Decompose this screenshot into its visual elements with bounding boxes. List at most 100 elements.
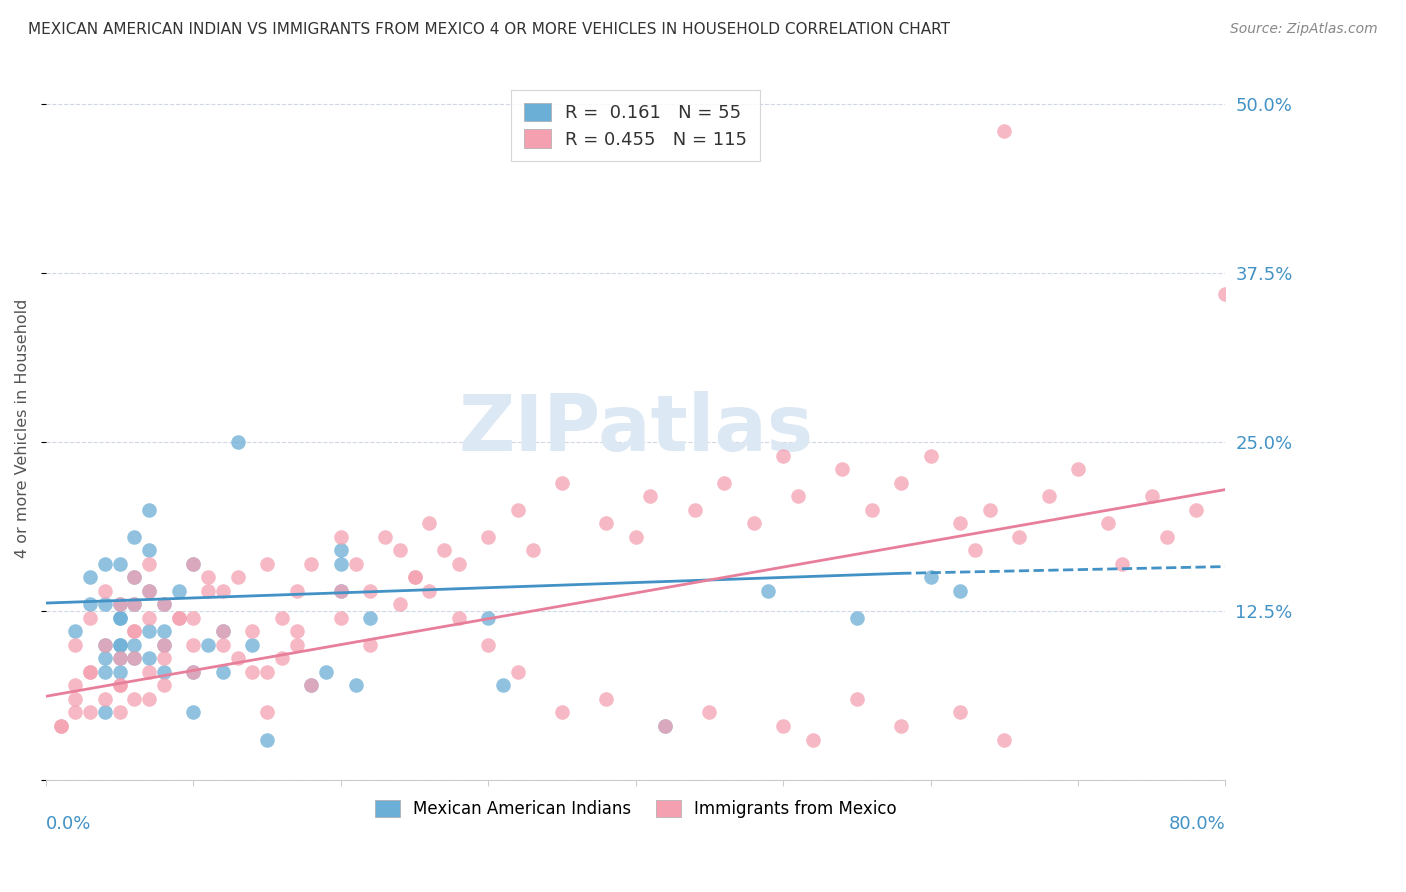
Point (831, 462, 853, 476)
Point (153, 678, 176, 692)
Point (226, 651, 249, 665)
Text: 80.0%: 80.0% (1168, 815, 1226, 833)
Point (79, 665, 101, 679)
Point (183, 665, 205, 679)
Point (522, 543, 544, 558)
Point (167, 583, 190, 598)
Point (242, 665, 264, 679)
Point (787, 489, 810, 503)
Point (49, 719, 72, 733)
Point (1008, 530, 1031, 544)
Point (699, 706, 721, 720)
Point (388, 598, 411, 612)
Point (124, 598, 146, 612)
Point (1140, 489, 1163, 503)
Point (344, 557, 367, 571)
Point (108, 638, 131, 652)
Point (299, 678, 322, 692)
Point (212, 638, 235, 652)
Point (344, 678, 367, 692)
Point (256, 665, 278, 679)
Point (94, 557, 117, 571)
Point (108, 557, 131, 571)
Point (418, 516, 440, 531)
Point (108, 611, 131, 625)
Point (108, 638, 131, 652)
Point (153, 651, 176, 665)
Point (138, 557, 160, 571)
Point (256, 557, 278, 571)
Point (65, 678, 87, 692)
Point (94, 665, 117, 679)
Point (138, 583, 160, 598)
Point (920, 449, 942, 463)
Point (183, 557, 205, 571)
Point (79, 570, 101, 584)
Point (124, 651, 146, 665)
Point (138, 624, 160, 639)
Point (492, 678, 515, 692)
Point (124, 651, 146, 665)
Point (359, 638, 381, 652)
Point (153, 638, 176, 652)
Point (329, 583, 352, 598)
Point (183, 611, 205, 625)
Point (315, 665, 337, 679)
Point (212, 583, 235, 598)
Point (1156, 530, 1178, 544)
Point (65, 692, 87, 706)
Point (79, 665, 101, 679)
Point (138, 611, 160, 625)
Point (359, 611, 381, 625)
Point (477, 638, 499, 652)
Point (506, 665, 529, 679)
Point (94, 598, 117, 612)
Point (551, 475, 574, 490)
Point (94, 692, 117, 706)
Point (94, 651, 117, 665)
Point (124, 530, 146, 544)
Point (404, 570, 426, 584)
Point (404, 570, 426, 584)
Point (167, 611, 190, 625)
Point (94, 638, 117, 652)
Point (993, 732, 1015, 747)
Point (108, 611, 131, 625)
Point (183, 665, 205, 679)
Point (124, 598, 146, 612)
Point (1067, 462, 1090, 476)
Point (1097, 516, 1119, 531)
Point (329, 543, 352, 558)
Point (949, 516, 972, 531)
Text: MEXICAN AMERICAN INDIAN VS IMMIGRANTS FROM MEXICO 4 OR MORE VEHICLES IN HOUSEHOL: MEXICAN AMERICAN INDIAN VS IMMIGRANTS FR… (28, 22, 950, 37)
Point (890, 475, 912, 490)
Point (79, 598, 101, 612)
Point (153, 665, 176, 679)
Point (388, 543, 411, 558)
Point (256, 706, 278, 720)
Point (683, 503, 706, 517)
Point (845, 611, 868, 625)
Point (1185, 503, 1208, 517)
Point (138, 503, 160, 517)
Point (418, 583, 440, 598)
Point (949, 583, 972, 598)
Point (433, 543, 456, 558)
Point (860, 503, 883, 517)
Point (1038, 489, 1060, 503)
Point (183, 706, 205, 720)
Point (226, 435, 249, 450)
Point (447, 611, 470, 625)
Point (183, 638, 205, 652)
Point (551, 706, 574, 720)
Point (153, 598, 176, 612)
Point (640, 489, 662, 503)
Point (153, 598, 176, 612)
Point (79, 611, 101, 625)
Point (285, 624, 308, 639)
Point (108, 665, 131, 679)
Point (963, 543, 986, 558)
Point (285, 583, 308, 598)
Point (713, 475, 735, 490)
Point (772, 719, 794, 733)
